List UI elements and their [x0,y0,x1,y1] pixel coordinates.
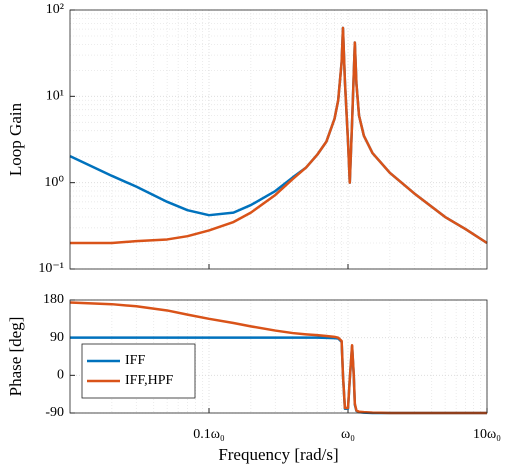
plot-frame [69,299,488,414]
y-tick-label: -90 [45,405,64,420]
legend-label: IFF,HPF [125,373,174,388]
x-tick-label: ω₀ [341,427,355,442]
y-tick-label: 90 [50,330,64,345]
series-line [69,301,487,415]
y-tick-label: 180 [43,292,64,307]
y-tick-label: 10⁻¹ [38,261,64,276]
y-axis-label: Phase [deg] [6,317,25,397]
y-tick-label: 10² [46,2,64,17]
x-tick-label: 0.1ω₀ [193,427,225,442]
y-tick-label: 10¹ [46,89,64,104]
y-axis-label: Loop Gain [6,102,25,176]
legend-label: IFF [125,353,145,368]
legend-box [81,343,196,399]
x-axis-label: Frequency [rad/s] [218,445,338,464]
y-tick-label: 10⁰ [44,175,64,190]
series-line [70,26,488,245]
x-tick-label: 10ω₀ [473,427,501,442]
plot-area [70,10,487,269]
plot-frame [69,9,488,270]
y-tick-label: 0 [57,368,64,383]
